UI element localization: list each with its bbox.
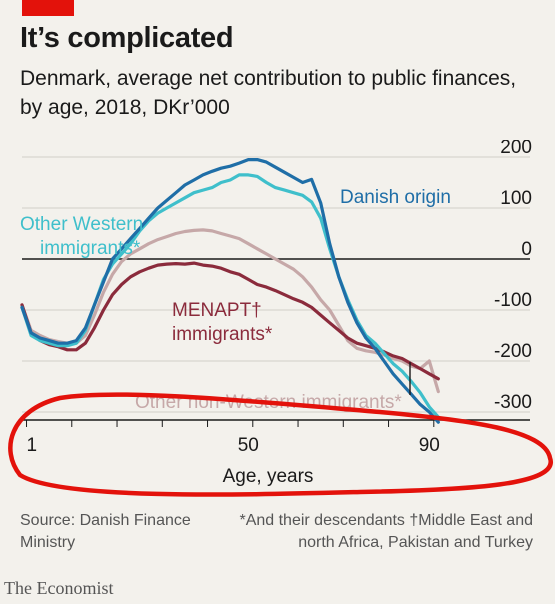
series-line-0 — [20, 158, 440, 424]
series-line-1 — [20, 173, 440, 419]
series-label-3: MENAPT† — [172, 300, 262, 321]
footnotes: *And their descendants †Middle East and … — [239, 512, 533, 551]
series-label-3-line2: immigrants* — [172, 324, 273, 345]
series-label-1-line2: immigrants* — [40, 238, 141, 259]
line-chart: 200 100 0 -100 -200 -300 1 50 90 Age, years Danish… — [8, 140, 553, 497]
series-label-1: Other Western — [20, 214, 143, 235]
series-line-2 — [20, 228, 440, 394]
red-annotation-ellipse — [8, 392, 553, 497]
chart-title: It’s complicated — [20, 22, 234, 54]
y-tick-label: -100 — [494, 290, 532, 311]
subtitle-bold: Denmark, average net contribution to pub… — [20, 67, 517, 90]
series-line-3 — [20, 261, 440, 381]
chart-subtitle: Denmark, average net contribution to pub… — [20, 64, 540, 122]
y-tick-label: 100 — [500, 188, 532, 209]
x-tick-label: 50 — [238, 435, 259, 456]
y-tick-label: -300 — [494, 392, 532, 413]
economist-red-tab — [22, 0, 74, 16]
y-tick-label: -200 — [494, 341, 532, 362]
x-axis-label: Age, years — [223, 466, 314, 487]
brand-logo-text: The Economist — [4, 578, 114, 598]
y-tick-label: 0 — [521, 239, 532, 260]
x-tick-label: 90 — [419, 435, 440, 456]
source-note: Source: Danish Finance Ministry — [20, 512, 191, 551]
subtitle-rest: by age, 2018, DKr’000 — [20, 96, 230, 119]
series-label-0: Danish origin — [340, 187, 451, 208]
x-tick-label: 1 — [27, 435, 38, 456]
y-tick-label: 200 — [500, 140, 532, 158]
